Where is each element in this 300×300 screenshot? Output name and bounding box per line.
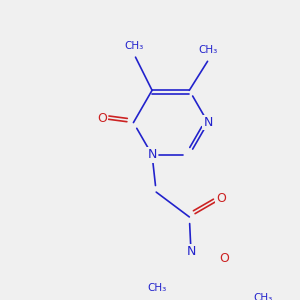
Text: N: N bbox=[186, 245, 196, 258]
Text: N: N bbox=[147, 148, 157, 161]
Text: CH₃: CH₃ bbox=[124, 40, 143, 50]
Text: CH₃: CH₃ bbox=[147, 283, 167, 293]
Text: CH₃: CH₃ bbox=[198, 45, 217, 55]
Text: O: O bbox=[219, 252, 229, 265]
Text: N: N bbox=[203, 116, 213, 129]
Text: O: O bbox=[216, 192, 226, 205]
Text: CH₃: CH₃ bbox=[253, 293, 272, 300]
Text: O: O bbox=[97, 112, 107, 125]
